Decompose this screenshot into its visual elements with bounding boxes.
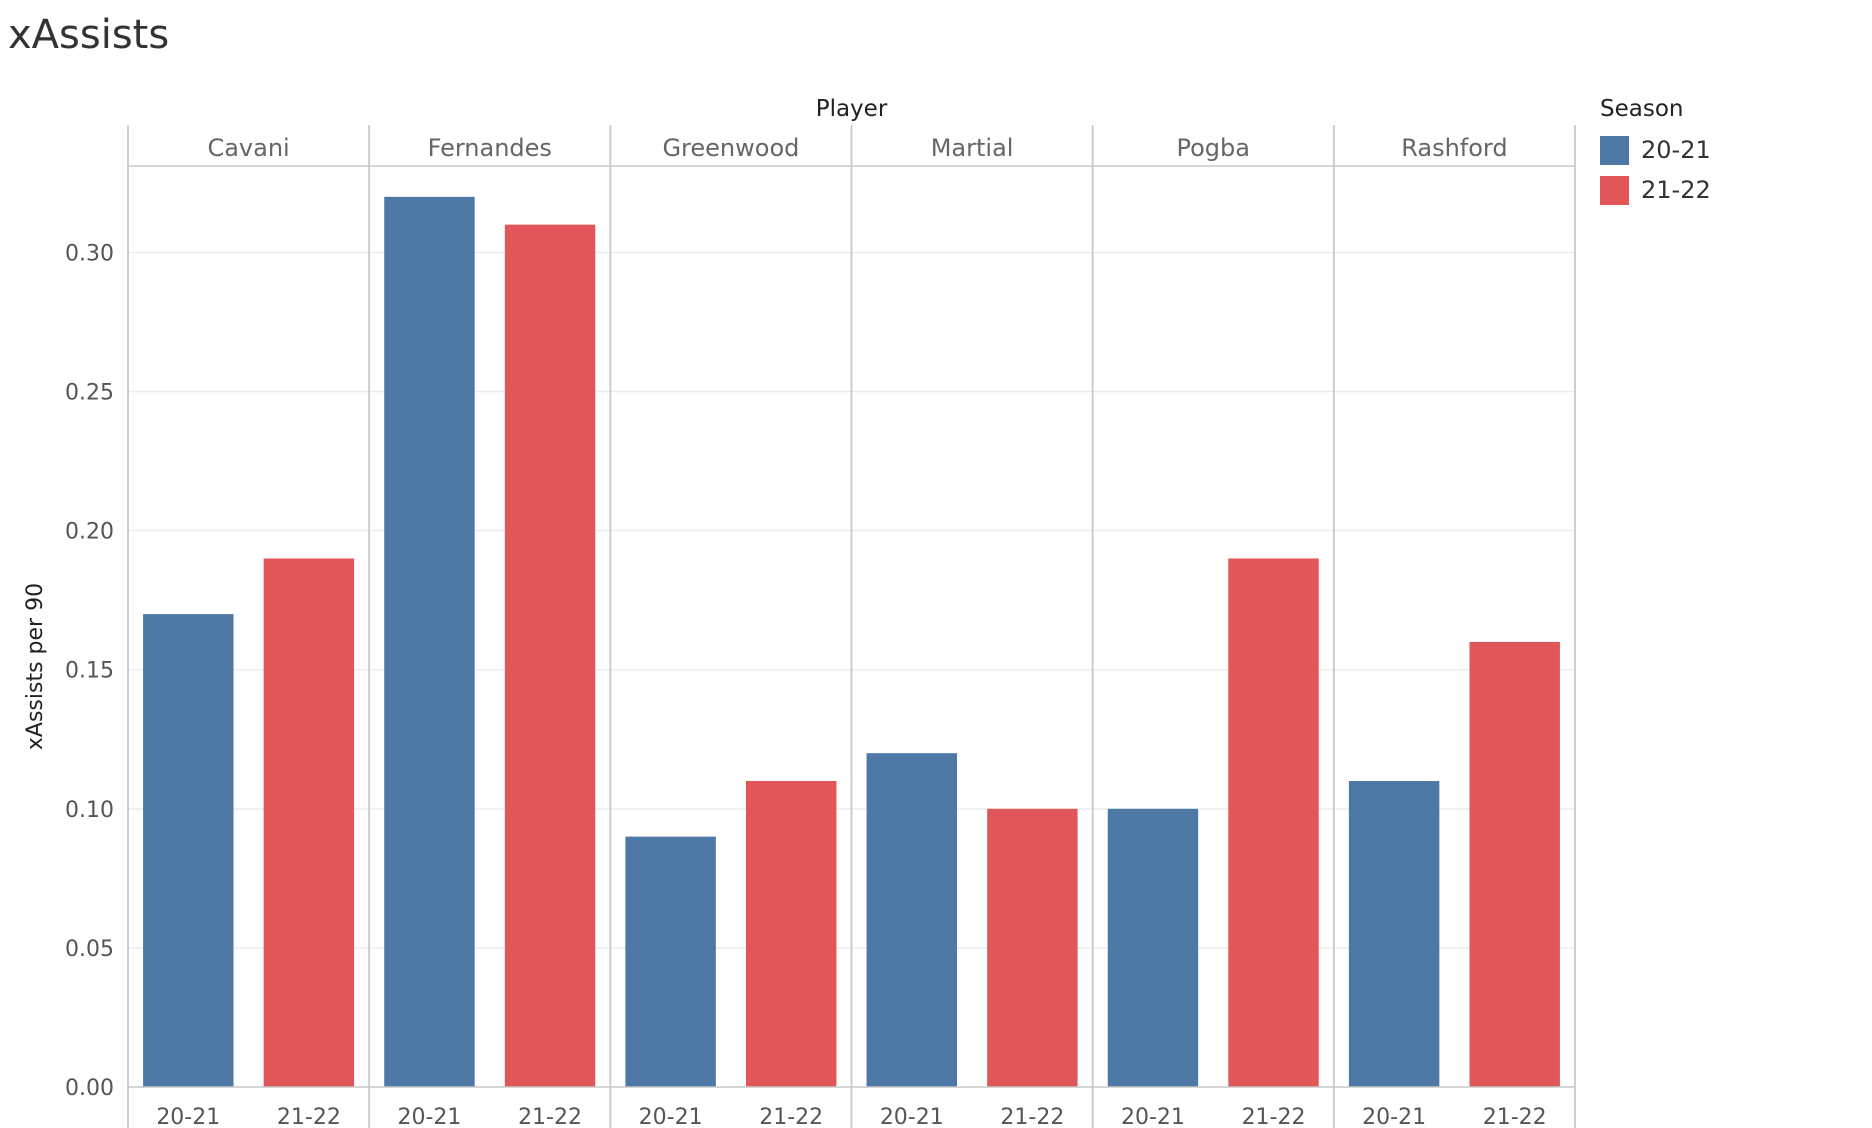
x-tick-label: 20-21 (880, 1105, 944, 1128)
legend-label-21-22: 21-22 (1641, 176, 1711, 204)
bar-greenwood-21-22 (745, 781, 837, 1087)
bar-fernandes-21-22 (504, 224, 596, 1088)
legend-label-20-21: 20-21 (1641, 136, 1711, 164)
bar-pogba-21-22 (1228, 558, 1319, 1087)
x-tick-label: 20-21 (1121, 1105, 1185, 1128)
legend: Season 20-21 21-22 (1600, 96, 1711, 210)
legend-item-20-21[interactable]: 20-21 (1600, 130, 1711, 170)
panel-header-cavani: Cavani (207, 134, 289, 162)
x-tick-label: 21-22 (1483, 1105, 1547, 1128)
panel-header-rashford: Rashford (1401, 134, 1507, 162)
bar-greenwood-20-21 (625, 836, 716, 1087)
legend-swatch-20-21 (1600, 135, 1629, 165)
bar-cavani-20-21 (143, 614, 234, 1087)
y-tick-label: 0.10 (65, 798, 114, 823)
x-tick-label: 20-21 (397, 1105, 461, 1128)
panel-header-martial: Martial (931, 134, 1014, 162)
x-tick-label: 21-22 (1242, 1105, 1306, 1128)
y-tick-label: 0.30 (65, 241, 114, 266)
x-tick-label: 20-21 (1362, 1105, 1426, 1128)
bar-martial-20-21 (866, 753, 958, 1087)
legend-title: Season (1600, 96, 1684, 122)
x-tick-label: 20-21 (156, 1105, 220, 1128)
x-tick-label: 20-21 (639, 1105, 703, 1128)
y-tick-label: 0.25 (65, 381, 114, 406)
bar-rashford-21-22 (1469, 641, 1560, 1087)
bar-martial-21-22 (987, 808, 1078, 1087)
y-axis-label: xAssists per 90 (23, 583, 48, 750)
x-tick-label: 21-22 (518, 1105, 582, 1128)
y-tick-label: 0.00 (65, 1076, 114, 1101)
y-tick-label: 0.15 (65, 659, 114, 684)
bar-fernandes-20-21 (384, 196, 475, 1087)
bar-rashford-20-21 (1348, 781, 1440, 1087)
panel-header-fernandes: Fernandes (428, 134, 552, 162)
legend-item-21-22[interactable]: 21-22 (1600, 170, 1711, 210)
y-tick-label: 0.05 (65, 937, 114, 962)
x-tick-label: 21-22 (277, 1105, 341, 1128)
panel-header-greenwood: Greenwood (662, 134, 799, 162)
chart-title: xAssists (8, 12, 170, 58)
y-tick-label: 0.20 (65, 520, 114, 545)
legend-swatch-21-22 (1600, 175, 1629, 205)
bar-cavani-21-22 (263, 558, 355, 1087)
x-tick-label: 21-22 (1000, 1105, 1064, 1128)
bar-pogba-20-21 (1107, 808, 1199, 1087)
x-tick-label: 21-22 (759, 1105, 823, 1128)
panel-header-pogba: Pogba (1177, 134, 1250, 162)
bar-chart: Player 0.00 0.05 0.10 0.15 0.20 0.25 0.30 xAssis… (23, 96, 1576, 1128)
column-header: Player (816, 96, 888, 122)
